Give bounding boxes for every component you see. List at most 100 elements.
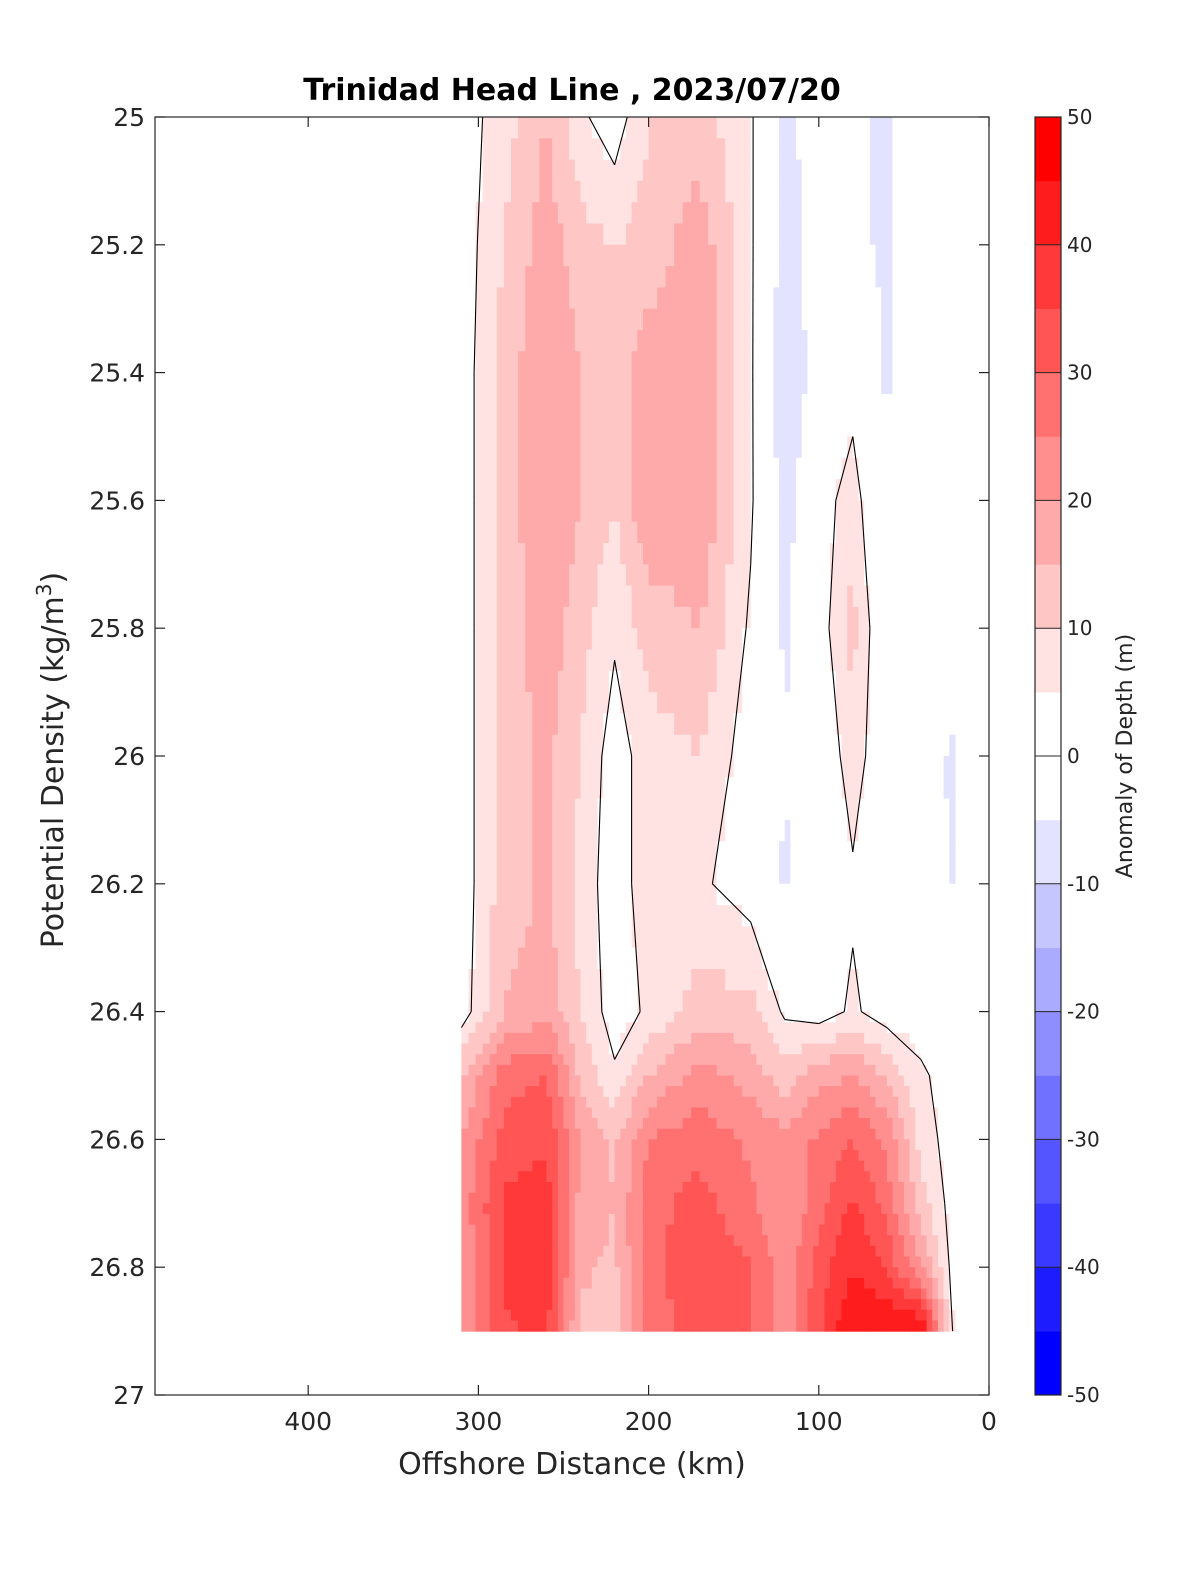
contour-cell [847,670,854,693]
contour-cell [511,798,519,821]
contour-cell [841,649,848,672]
contour-cell [552,159,559,182]
contour-cell [830,926,837,949]
contour-cell [475,670,484,693]
contour-cell [532,1022,540,1034]
contour-cell [518,926,526,949]
contour-cell [835,798,843,821]
contour-cell [674,585,684,608]
contour-cell [779,734,786,757]
contour-cell [943,756,950,778]
contour-cell [620,1107,627,1119]
contour-cell [574,734,582,757]
contour-cell [898,1192,905,1204]
contour-cell [869,628,877,651]
contour-cell [926,1107,933,1119]
contour-cell [574,1096,582,1109]
contour-cell [608,819,616,842]
contour-cell [503,1235,512,1247]
contour-cell [518,521,526,544]
contour-cell [733,543,743,565]
contour-cell [920,117,928,139]
contour-cell [475,1235,484,1247]
contour-cell [496,1096,505,1109]
contour-cell [762,692,769,714]
contour-cell [767,1192,774,1204]
contour-cell [779,883,786,906]
contour-cell [892,287,899,310]
contour-cell [552,1107,559,1119]
contour-cell [801,543,809,565]
contour-cell [835,1086,843,1098]
contour-cell [563,777,570,800]
contour-cell [773,670,780,693]
contour-cell [539,287,548,310]
contour-cell [903,330,911,352]
contour-cell [625,287,633,310]
contour-cell [546,1107,553,1119]
contour-cell [881,521,888,544]
contour-cell [807,543,814,565]
contour-cell [569,1043,576,1055]
contour-cell [608,436,616,459]
contour-cell [580,564,587,587]
contour-cell [886,330,894,352]
contour-cell [699,1224,709,1236]
contour-cell [614,330,621,352]
contour-cell [926,521,933,544]
contour-cell [858,1139,865,1151]
contour-cell [796,649,803,672]
contour-cell [915,606,922,629]
contour-cell [801,1075,809,1087]
contour-cell [767,564,774,587]
contour-cell [631,969,638,991]
contour-cell [892,1139,899,1151]
contour-cell [813,159,820,182]
contour-cell [847,1054,854,1066]
contour-cell [725,1182,735,1194]
contour-cell [892,1192,899,1204]
contour-cell [580,777,587,800]
contour-cell [773,1160,780,1172]
contour-cell [881,1150,888,1162]
contour-cell [830,244,837,267]
contour-cell [546,969,553,991]
contour-cell [796,1203,803,1215]
contour-cell [881,1192,888,1204]
contour-cell [503,947,512,970]
contour-cell [525,926,533,949]
contour-cell [886,798,894,821]
contour-cell [648,905,658,927]
contour-cell [708,372,718,395]
contour-cell [503,1054,512,1066]
contour-cell [841,415,848,438]
contour-cell [750,393,757,416]
contour-cell [784,564,792,587]
contour-cell [858,266,865,288]
contour-cell [574,543,582,565]
contour-cell [699,777,709,800]
contour-cell [489,500,498,523]
contour-cell [682,138,692,161]
contour-cell [830,1032,837,1045]
contour-cell [790,1107,797,1119]
contour-cell [733,372,743,395]
contour-cell [546,1245,553,1258]
contour-cell [909,1160,916,1172]
contour-cell [841,1096,848,1109]
contour-cell [932,947,939,970]
contour-cell [682,436,692,459]
contour-cell [597,692,604,714]
contour-cell [682,564,692,587]
contour-cell [807,393,814,416]
contour-cell [858,1192,865,1204]
contour-cell [943,479,950,501]
contour-cell [665,713,675,736]
contour-cell [648,1245,658,1258]
contour-cell [708,1171,718,1183]
contour-cell [830,585,837,608]
contour-cell [847,1171,854,1183]
contour-cell [725,436,735,459]
contour-cell [546,287,553,310]
contour-cell [784,1235,792,1247]
